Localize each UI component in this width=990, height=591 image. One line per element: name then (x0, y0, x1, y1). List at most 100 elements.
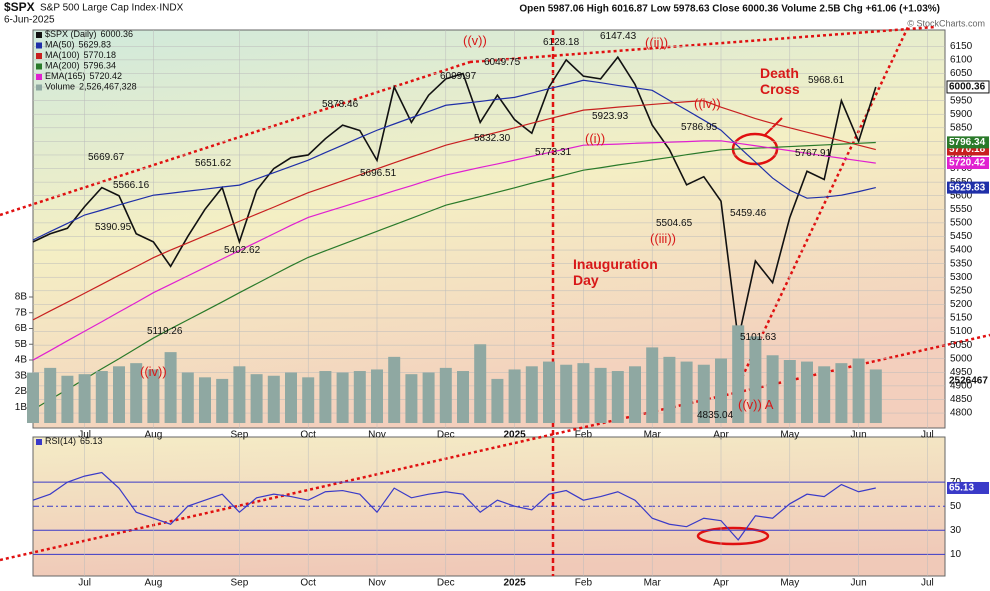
value-box-label: 5629.83 (949, 182, 986, 193)
legend-entry: EMA(165) 5720.42 (45, 71, 122, 81)
volume-bar (697, 364, 710, 424)
annotation: ((iii)) (650, 231, 676, 246)
legend-entry: MA(50) 5629.83 (45, 40, 111, 50)
volume-bar (766, 355, 779, 424)
value-box-label: 65.13 (949, 483, 974, 494)
volume-bar (250, 374, 263, 424)
volume-bar (405, 374, 418, 424)
y-tick-label: 5050 (950, 340, 973, 351)
date: 6-Jun-2025 (4, 15, 55, 26)
y-tick-label: 5900 (950, 109, 973, 120)
annotation: 5878.46 (322, 99, 359, 110)
annotation: 5923.93 (592, 111, 629, 122)
legend-name: $SPX (Daily) (45, 29, 97, 39)
y-tick-label: 5350 (950, 258, 973, 269)
x-tick-label: Mar (644, 578, 662, 589)
y2-tick-label: 1B (15, 402, 28, 413)
legend-swatch (36, 63, 42, 70)
y2-tick-label: 2B (15, 386, 28, 397)
value-box (947, 481, 989, 494)
x-tick-label: Feb (575, 578, 593, 589)
y-tick-label: 6100 (950, 55, 973, 66)
volume-bar (216, 378, 229, 424)
annotation: 5459.46 (730, 208, 767, 219)
y-tick-label: 5300 (950, 272, 973, 283)
legend-swatch (36, 84, 42, 91)
price-line (32, 55, 877, 340)
value-box (947, 136, 989, 149)
annotation: 5651.62 (195, 158, 232, 169)
volume-bar (525, 366, 538, 424)
y-tick-label: 10 (950, 549, 962, 560)
volume-bar (353, 371, 366, 424)
x-tick-label: Apr (713, 430, 729, 441)
value-box-label: 5770.18 (949, 144, 986, 155)
annotation: Inauguration Day (573, 256, 658, 288)
annotation: 5566.16 (113, 180, 150, 191)
annotation: 6147.43 (600, 31, 637, 42)
index-name: S&P 500 Large Cap Index·INDX (40, 3, 184, 14)
y2-tick-label: 5B (15, 339, 28, 350)
volume-bar (113, 366, 125, 424)
volume-bar (715, 358, 727, 424)
legend-value: 5796.34 (84, 61, 117, 71)
volume-bar (164, 352, 177, 424)
y-tick-label: 5250 (950, 285, 973, 296)
y-tick-label: 6150 (950, 41, 973, 52)
annotation: 5767.91 (795, 148, 832, 159)
y-tick-label: 5000 (950, 353, 973, 364)
volume-bar (508, 369, 521, 424)
annotation: 5390.95 (95, 222, 132, 233)
y-tick-label: 5400 (950, 245, 973, 256)
y-tick-label: 4850 (950, 394, 973, 405)
volume-bar (199, 377, 211, 424)
volume-bar (439, 367, 452, 424)
symbol: $SPX (4, 0, 35, 14)
x-tick-label: Oct (300, 430, 316, 441)
x-tick-label: May (780, 578, 799, 589)
volume-bar (27, 372, 39, 424)
legend-name: RSI(14) (45, 436, 76, 446)
x-tick-label: Aug (145, 578, 163, 589)
y-tick-label: 4900 (950, 381, 973, 392)
annotation: 5504.65 (656, 218, 693, 229)
y2-tick-label: 6B (15, 323, 28, 334)
ma-line (32, 141, 876, 411)
volume-bar (474, 344, 487, 424)
x-tick-label: May (780, 430, 799, 441)
legend-name: EMA(165) (45, 71, 86, 81)
volume-bar (869, 369, 882, 424)
volume-bar (422, 372, 435, 424)
legend-swatch (36, 32, 42, 38)
annotation: ((iv)) (694, 96, 721, 111)
y-tick-label: 5100 (950, 326, 973, 337)
volume-bar (147, 369, 160, 424)
volume-bar (95, 371, 108, 424)
y2-tick-label: 3B (15, 370, 28, 381)
annotation: ((i)) (585, 131, 606, 146)
x-tick-label: Nov (368, 578, 386, 589)
annotation: 5786.95 (681, 122, 718, 133)
legend-entry: MA(200) 5796.34 (45, 61, 116, 71)
volume-bar (285, 372, 297, 424)
legend-entry: $SPX (Daily) 6000.36 (45, 29, 133, 39)
annotation: 5669.67 (88, 152, 125, 163)
x-tick-label: Aug (145, 430, 163, 441)
y-tick-label: 5550 (950, 204, 973, 215)
ma-line (32, 140, 876, 361)
ma-line (32, 79, 876, 241)
x-tick-label: Sep (231, 430, 249, 441)
rsi-line (32, 471, 876, 541)
volume-bar (835, 363, 848, 424)
x-tick-label: Jul (921, 578, 934, 589)
volume-bar (560, 364, 573, 424)
volume-bar (267, 375, 280, 424)
value-box (947, 181, 989, 194)
annotation: ((iv)) (140, 364, 167, 379)
x-tick-label: Dec (437, 578, 455, 589)
legend-entry: RSI(14) 65.13 (45, 436, 103, 446)
y-tick-label: 5200 (950, 299, 973, 310)
y-tick-label: 5850 (950, 122, 973, 133)
x-tick-label: Jun (851, 578, 867, 589)
